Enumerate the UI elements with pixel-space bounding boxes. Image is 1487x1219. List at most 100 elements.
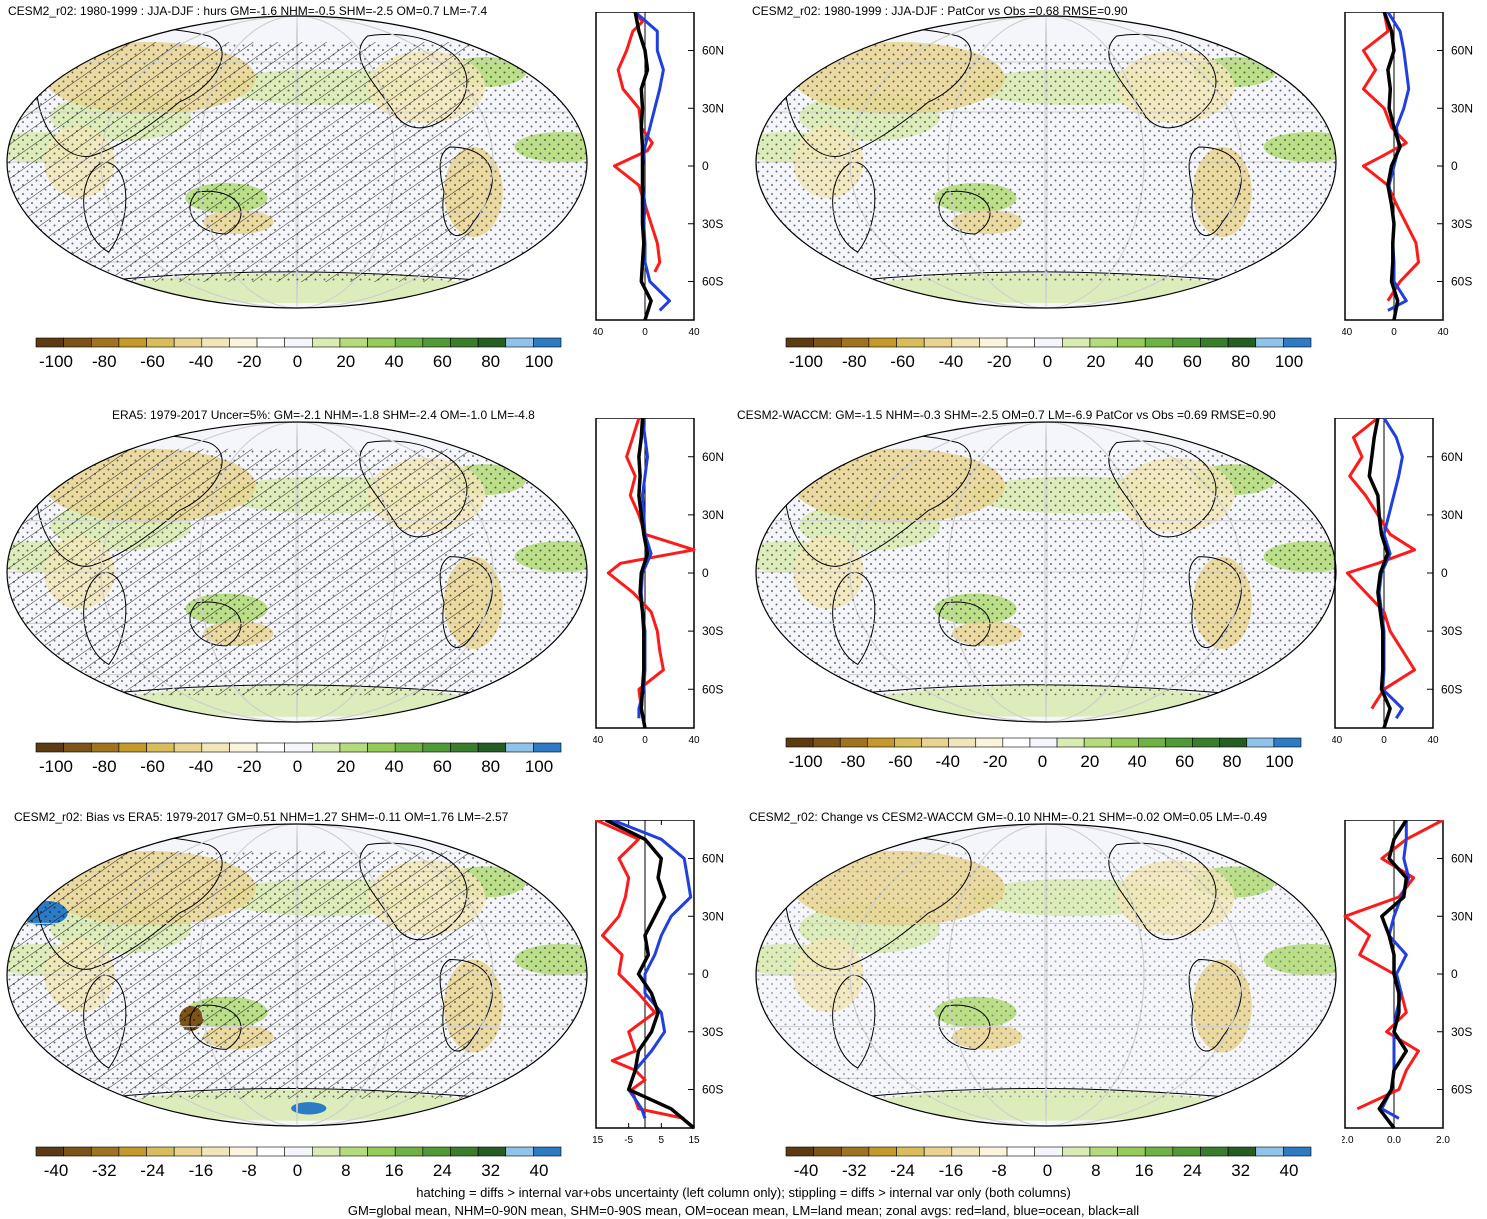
x-tick-label: 0	[1381, 735, 1387, 746]
colorbar-swatch	[1110, 737, 1139, 748]
colorbar-tick-label: 100	[524, 757, 554, 776]
colorbar-tick-label: -40	[793, 1161, 819, 1180]
world-map	[755, 823, 1337, 1127]
lat-tick-label: 30S	[702, 1025, 723, 1039]
lat-tick-label: 30S	[702, 217, 723, 231]
panel-title: CESM2_r02: Bias vs ERA5: 1979-2017 GM=0.…	[14, 810, 509, 824]
colorbar-swatch	[1200, 1146, 1229, 1157]
map-border	[755, 823, 1337, 1127]
colorbar-swatch	[1006, 337, 1035, 348]
colorbar-tick-label: 16	[1134, 1161, 1154, 1180]
colorbar-swatch	[1283, 1146, 1312, 1157]
colorbar-tick-label: -40	[43, 1161, 69, 1180]
x-tick-label: 5	[659, 1135, 665, 1146]
colorbar-swatch	[840, 1146, 870, 1157]
lat-tick-label: 60S	[1441, 682, 1462, 696]
colorbar-swatch	[35, 1146, 64, 1157]
colorbar-swatch	[979, 337, 1008, 348]
colorbar-tick-label: 40	[1127, 752, 1147, 771]
colorbar-tick-label: -80	[840, 752, 866, 771]
colorbar-tick-label: 60	[432, 757, 452, 776]
colorbar-swatch	[367, 337, 396, 348]
colorbar-tick-label: 80	[1231, 352, 1251, 371]
colorbar-tick-label: -24	[890, 1161, 915, 1180]
colorbar-swatch	[533, 742, 562, 753]
panel-title: CESM2-WACCM: GM=-1.5 NHM=-0.3 SHM=-2.5 O…	[737, 408, 1276, 422]
colorbar-tick-label: 0	[1042, 1161, 1053, 1180]
colorbar-swatch	[450, 337, 479, 348]
colorbar-tick-label: 0	[292, 757, 303, 776]
colorbar-tick-label: -100	[38, 352, 74, 371]
colorbar-swatch	[1062, 337, 1091, 348]
world-map	[6, 15, 588, 309]
colorbar-swatch	[146, 742, 175, 753]
colorbar-swatch	[505, 1146, 534, 1157]
lat-tick-label: 30S	[1451, 217, 1472, 231]
colorbar-swatch	[868, 337, 897, 348]
panel-title: CESM2_r02: Change vs CESM2-WACCM GM=-0.1…	[749, 810, 1268, 824]
x-tick-label: 40	[1437, 327, 1449, 338]
colorbar-swatch	[477, 337, 507, 348]
field-region	[291, 1102, 327, 1115]
panel-title: ERA5: 1979-2017 Uncer=5%: GM=-2.1 NHM=-1…	[112, 408, 535, 422]
colorbar-swatch	[118, 1146, 147, 1157]
colorbar-swatch	[394, 742, 424, 753]
colorbar-swatch	[533, 337, 562, 348]
lat-tick-label: 30N	[1451, 101, 1473, 115]
colorbar-tick-label: 100	[1274, 352, 1304, 371]
lat-tick-label: 0	[702, 159, 709, 173]
colorbar-tick-label: 80	[481, 352, 501, 371]
colorbar-tick-label: -16	[188, 1161, 214, 1180]
footer-line-1: hatching = diffs > internal var+obs unce…	[416, 1185, 1071, 1200]
lat-tick-label: 30S	[1451, 1025, 1472, 1039]
colorbar-swatch	[477, 1146, 507, 1157]
colorbar-swatch	[951, 1146, 980, 1157]
hatching	[7, 448, 474, 696]
map-border	[755, 421, 1337, 723]
zonal-series-land	[595, 820, 685, 1120]
x-tick-label: 2.0	[1436, 1135, 1450, 1146]
colorbar-swatch	[1138, 737, 1166, 748]
colorbar-swatch	[979, 1146, 1008, 1157]
colorbar	[35, 1146, 562, 1157]
colorbar-tick-label: -60	[140, 757, 165, 776]
colorbar-swatch	[1089, 337, 1118, 348]
x-tick-label: 0	[642, 327, 648, 338]
colorbar-tick-label: 60	[432, 352, 452, 371]
colorbar-swatch	[90, 1146, 120, 1157]
x-tick-label: -40	[593, 327, 604, 338]
colorbar-tick-label: -24	[140, 1161, 165, 1180]
colorbar-swatch	[1219, 737, 1248, 748]
colorbar-tick-label: 100	[524, 352, 554, 371]
colorbar-swatch	[284, 337, 313, 348]
colorbar-tick-label: 40	[1279, 1161, 1299, 1180]
lat-tick-label: 30N	[1451, 909, 1473, 923]
colorbar-swatch	[118, 337, 147, 348]
lat-tick-label: 60N	[1451, 852, 1473, 866]
zonal-series-all	[1367, 418, 1392, 729]
colorbar-tick-label: 0	[292, 352, 303, 371]
colorbar-swatch	[201, 337, 230, 348]
colorbar-swatch	[1273, 737, 1302, 748]
colorbar-swatch	[422, 337, 451, 348]
colorbar-tick-label: -80	[92, 352, 117, 371]
colorbar-swatch	[1034, 1146, 1063, 1157]
colorbar	[785, 1146, 1312, 1157]
lat-tick-label: 60S	[1451, 275, 1472, 289]
colorbar-swatch	[312, 742, 341, 753]
colorbar-swatch	[951, 337, 980, 348]
colorbar-tick-label: -100	[788, 752, 823, 771]
colorbar-swatch	[450, 742, 479, 753]
panel-title: CESM2_r02: 1980-1999 : JJA-DJF : PatCor …	[752, 4, 1128, 18]
colorbar-swatch	[840, 337, 870, 348]
x-tick-label: -40	[1342, 327, 1353, 338]
colorbar-tick-label: 32	[481, 1161, 501, 1180]
colorbar-swatch	[1255, 1146, 1284, 1157]
x-tick-label: 0	[642, 735, 648, 746]
hatching	[7, 42, 474, 282]
colorbar-swatch	[1029, 737, 1058, 748]
colorbar-swatch	[1283, 337, 1312, 348]
stippling	[756, 851, 1336, 1099]
